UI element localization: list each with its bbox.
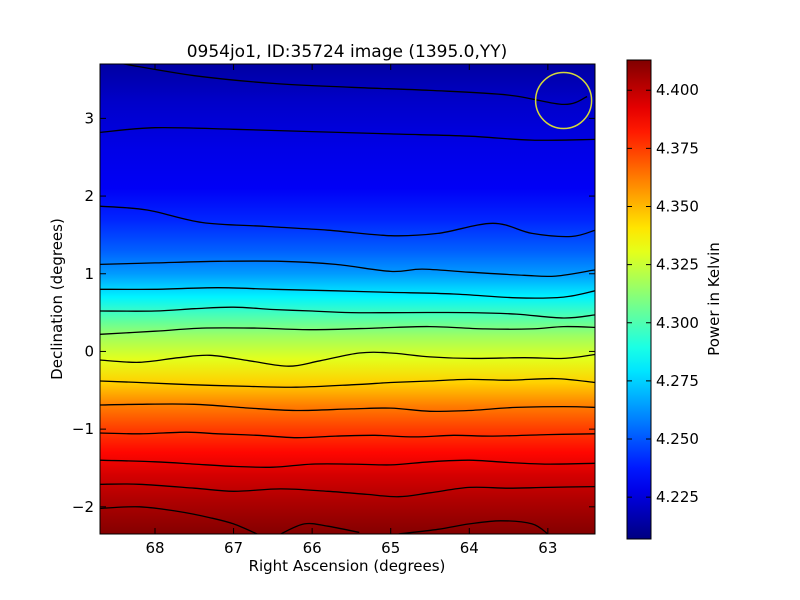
contour-line (100, 325, 595, 335)
contour-line (100, 306, 595, 319)
colorbar-tick-label: 4.250 (656, 430, 699, 448)
x-tick-label: 64 (460, 539, 479, 557)
contour-line (100, 459, 595, 468)
contour-line (100, 483, 595, 498)
contour-line (123, 64, 588, 106)
colorbar-gradient (626, 59, 652, 540)
colorbar-tick-label: 4.350 (656, 197, 699, 215)
colorbar-label: Power in Kelvin (705, 242, 723, 356)
x-tick-label: 66 (303, 539, 322, 557)
colorbar-tick-label: 4.225 (656, 488, 699, 506)
y-tick-label: 0 (84, 342, 94, 360)
contour-line (100, 287, 595, 299)
contour-line (398, 520, 549, 534)
colorbar-tick-label: 4.400 (656, 81, 699, 99)
contour-line (100, 431, 595, 439)
y-tick-label: 3 (84, 109, 94, 127)
contour-line (100, 506, 258, 534)
y-axis-ticks: −2 −1 0 1 2 3 (72, 109, 595, 516)
x-tick-label: 65 (381, 539, 400, 557)
plot-area: 68 67 66 65 64 63 −2 −1 0 1 2 3 (72, 63, 596, 557)
heatmap-image (100, 64, 595, 534)
colorbar-tick-label: 4.275 (656, 372, 699, 390)
contour-line (100, 403, 595, 413)
y-tick-label: 2 (84, 187, 94, 205)
contour-line (100, 126, 595, 141)
x-axis-label: Right Ascension (degrees) (249, 557, 446, 575)
contour-lines (100, 64, 595, 534)
x-tick-label: 67 (224, 539, 243, 557)
contour-line (100, 377, 595, 388)
contour-line (100, 205, 595, 238)
x-axis-ticks: 68 67 66 65 64 63 (145, 64, 557, 557)
chart-title: 0954jo1, ID:35724 image (1395.0,YY) (187, 42, 508, 62)
contour-line (100, 260, 595, 278)
x-tick-label: 68 (145, 539, 164, 557)
colorbar-tick-label: 4.300 (656, 314, 699, 332)
colorbar: 4.225 4.250 4.275 4.300 4.325 4.350 4.375 4.400… (626, 59, 723, 540)
colorbar-tick-label: 4.325 (656, 256, 699, 274)
x-tick-label: 63 (538, 539, 557, 557)
beam-circle (534, 71, 593, 130)
y-tick-label: 1 (84, 265, 94, 283)
y-tick-label: −1 (72, 420, 94, 438)
y-axis-label: Declination (degrees) (48, 218, 66, 380)
y-tick-label: −2 (72, 498, 94, 516)
contour-line (280, 522, 360, 534)
colorbar-tick-label: 4.375 (656, 139, 699, 157)
colorbar-ticks: 4.225 4.250 4.275 4.300 4.325 4.350 4.375 4.400 (627, 81, 699, 506)
contour-line (100, 351, 595, 367)
plot-frame (99, 63, 596, 535)
